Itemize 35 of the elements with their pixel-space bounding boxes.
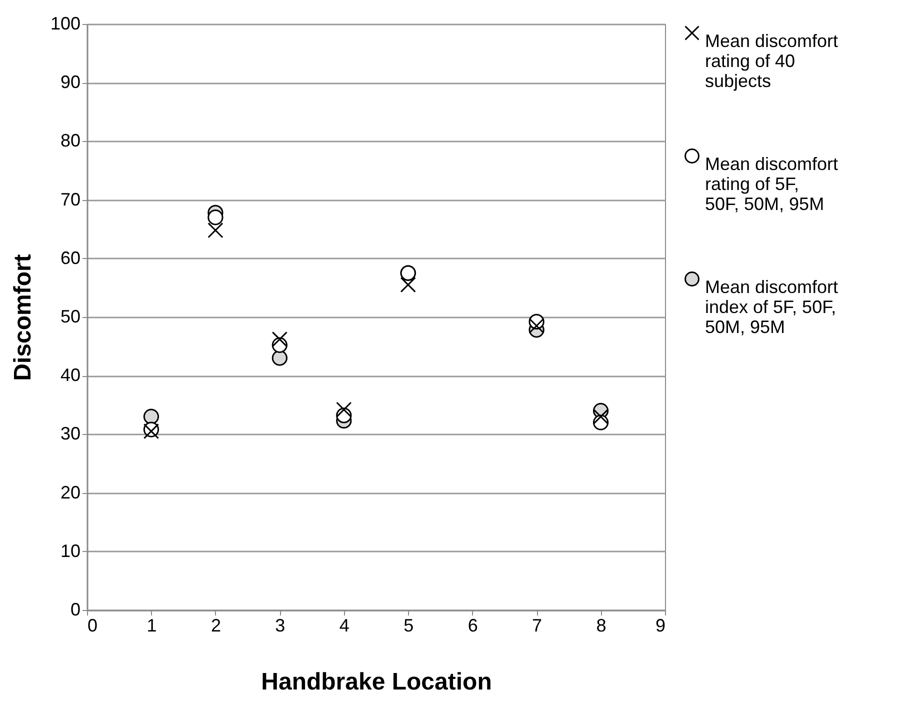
y-tick-label: 80 — [60, 130, 80, 151]
point — [400, 276, 416, 293]
point — [336, 402, 352, 418]
x-tick-label: 9 — [655, 616, 666, 636]
point — [272, 350, 288, 366]
legend-label: Mean discomfort rating of 40 subjects — [705, 31, 838, 91]
y-axis-title: Discomfort — [9, 254, 36, 381]
y-tick-label: 20 — [60, 482, 80, 502]
x-axis-title: Handbrake Location — [261, 668, 492, 696]
x-tick-label: 5 — [404, 616, 414, 636]
x-tick-label: 0 — [88, 616, 98, 636]
legend-label: Mean discomfort rating of 5F, 50F, 50M, 95M — [705, 154, 838, 214]
y-tick-label: 30 — [60, 424, 80, 444]
point — [208, 210, 224, 226]
point — [528, 318, 544, 334]
y-tick-label: 70 — [60, 189, 80, 210]
y-tick-label: 40 — [60, 365, 80, 386]
x-tick-label: 1 — [146, 616, 157, 636]
legend-label: Mean discomfort index of 5F, 50F, 50M, 95M — [705, 277, 838, 337]
y-tick-label: 0 — [70, 600, 80, 620]
y-tick-label: 100 — [50, 14, 80, 34]
x-tick-label: 2 — [210, 616, 221, 636]
x-tick-label: 4 — [339, 616, 350, 636]
y-tick-label: 60 — [60, 248, 80, 268]
point — [272, 331, 288, 348]
x-tick-label: 7 — [532, 616, 542, 636]
point — [592, 408, 609, 424]
x-tick-label: 6 — [468, 616, 478, 636]
point — [208, 222, 224, 238]
y-tick-label: 10 — [60, 540, 80, 561]
y-tick-label: 50 — [60, 306, 80, 326]
y-tick-label: 90 — [60, 72, 80, 92]
x-tick-label: 8 — [596, 616, 606, 636]
x-tick-label: 3 — [275, 616, 286, 636]
point — [143, 408, 160, 424]
